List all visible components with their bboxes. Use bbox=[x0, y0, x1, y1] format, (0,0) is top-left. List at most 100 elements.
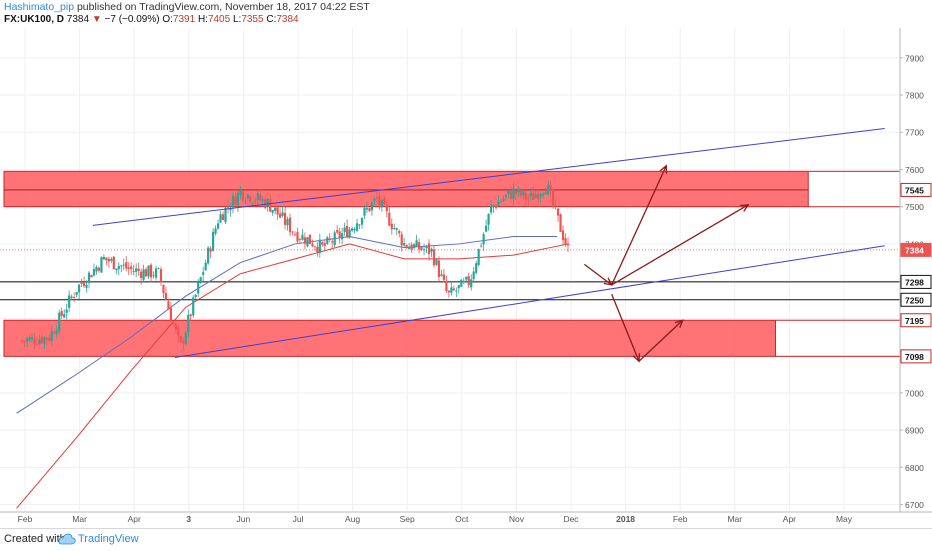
candle-body bbox=[301, 234, 304, 240]
candle-body bbox=[23, 340, 26, 342]
candle-body bbox=[95, 267, 98, 272]
candle-body bbox=[425, 245, 428, 249]
candle-body bbox=[346, 225, 349, 238]
candle-body bbox=[266, 198, 269, 207]
tradingview-cloud-icon[interactable] bbox=[58, 532, 76, 546]
candle-body bbox=[532, 193, 535, 201]
candle-body bbox=[40, 337, 43, 343]
candle-body bbox=[231, 195, 235, 208]
time-axis[interactable]: Feb Mar Apr 3 Jun Jul Aug Sep Oct Nov Dec 2018 Feb Ma… bbox=[18, 514, 853, 524]
zone-support bbox=[3, 319, 776, 357]
candle-body bbox=[110, 258, 113, 261]
x-tick-label: May bbox=[836, 514, 853, 524]
candle-body bbox=[507, 190, 510, 195]
candle-body bbox=[291, 231, 294, 233]
author-link[interactable]: Hashimato_pip bbox=[4, 1, 75, 13]
y-tick-label: 7700 bbox=[905, 128, 924, 138]
candle-body bbox=[427, 243, 431, 255]
candle-body bbox=[499, 201, 503, 203]
candle-body bbox=[395, 228, 398, 230]
trendlines bbox=[92, 128, 885, 358]
candle-body bbox=[316, 246, 319, 252]
candle-body bbox=[524, 193, 527, 200]
candle-body bbox=[219, 214, 222, 223]
candle-body bbox=[202, 272, 205, 275]
open-label: O: bbox=[162, 14, 173, 25]
candle-body bbox=[403, 243, 406, 246]
candle-body bbox=[539, 193, 542, 197]
candle-body bbox=[440, 274, 443, 276]
price-label-box bbox=[900, 313, 932, 328]
candle-body bbox=[457, 285, 460, 289]
open-value: 7391 bbox=[172, 14, 196, 25]
symbol-label[interactable]: FX:UK100, D bbox=[4, 14, 65, 25]
price-label-text: 7098 bbox=[905, 352, 924, 362]
trendline bbox=[174, 245, 885, 358]
tradingview-brand[interactable]: TradingView bbox=[78, 533, 139, 545]
candle-body bbox=[28, 337, 31, 341]
candle-body bbox=[251, 202, 254, 204]
candle-body bbox=[388, 212, 391, 226]
candle-body bbox=[137, 268, 140, 271]
candle-body bbox=[408, 246, 411, 249]
y-tick-label: 7900 bbox=[905, 53, 924, 63]
candle-body bbox=[102, 256, 105, 260]
projection-segment bbox=[611, 165, 667, 286]
candle-body bbox=[279, 213, 282, 218]
candle-body bbox=[465, 276, 468, 280]
candle-body bbox=[167, 301, 170, 309]
price-label-text: 7195 bbox=[905, 316, 924, 326]
candle-body bbox=[30, 336, 34, 340]
price-label-box bbox=[900, 182, 932, 197]
candle-body bbox=[455, 290, 458, 292]
x-tick-label: Jun bbox=[237, 514, 251, 524]
x-tick-label: Jul bbox=[293, 514, 304, 524]
candle-body bbox=[445, 281, 448, 292]
candle-body bbox=[187, 314, 190, 333]
candle-body bbox=[326, 237, 329, 244]
projection-segment bbox=[638, 319, 684, 362]
candle-body bbox=[504, 194, 508, 197]
candle-body bbox=[234, 196, 237, 205]
arrowhead-icon bbox=[740, 204, 750, 212]
candle-body bbox=[192, 297, 195, 316]
candle-body bbox=[97, 267, 101, 271]
candle-body bbox=[544, 192, 547, 195]
candle-body bbox=[20, 340, 24, 342]
candle-body bbox=[348, 229, 351, 238]
candle-body bbox=[87, 272, 91, 283]
price-label-box bbox=[900, 292, 932, 307]
candle-body bbox=[214, 228, 217, 234]
candle-body bbox=[318, 239, 321, 253]
y-tick-label: 6800 bbox=[905, 463, 924, 473]
candle-body bbox=[341, 233, 344, 240]
candle-body bbox=[157, 267, 160, 269]
candle-body bbox=[100, 257, 103, 273]
x-tick-label: Mar bbox=[72, 514, 87, 524]
candle-body bbox=[512, 188, 515, 199]
candle-body bbox=[58, 312, 61, 332]
candle-body bbox=[105, 257, 108, 261]
price-chart[interactable]: 6700680069007000710072007300740075007600… bbox=[0, 0, 932, 528]
candle-body bbox=[164, 292, 168, 300]
price-label-text: 7384 bbox=[905, 245, 924, 255]
candle-body bbox=[338, 231, 341, 239]
candle-body bbox=[410, 244, 413, 251]
candle-body bbox=[80, 282, 83, 284]
candle-body bbox=[239, 190, 242, 195]
candle-body bbox=[177, 327, 180, 336]
candle-body bbox=[204, 262, 207, 271]
candle-body bbox=[467, 276, 470, 285]
candle-body bbox=[355, 223, 359, 231]
candle-body bbox=[375, 197, 378, 199]
x-tick-label: Feb bbox=[673, 514, 688, 524]
candle-body bbox=[48, 337, 51, 341]
candle-body bbox=[174, 323, 177, 330]
y-tick-label: 7800 bbox=[905, 91, 924, 101]
candle-body bbox=[130, 266, 133, 270]
projection-segment bbox=[611, 204, 749, 286]
candle-body bbox=[35, 344, 38, 345]
candle-body bbox=[527, 198, 530, 199]
candle-body bbox=[556, 208, 560, 216]
candle-body bbox=[564, 238, 567, 245]
